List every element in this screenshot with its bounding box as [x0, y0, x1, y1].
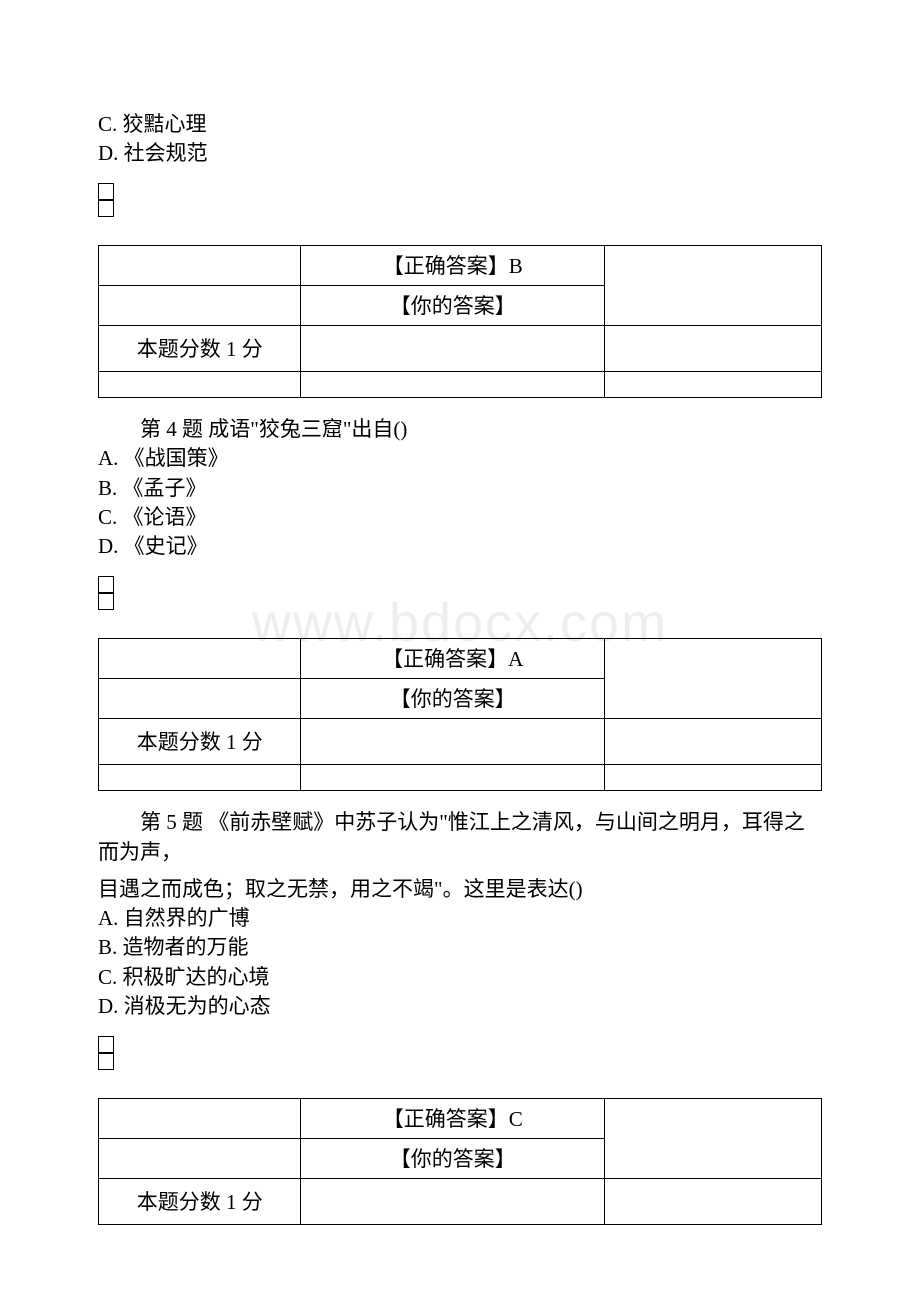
table-cell	[99, 245, 301, 285]
your-answer-cell: 【你的答案】	[301, 678, 605, 718]
table-cell	[301, 1178, 605, 1224]
q4-answer-boxes	[98, 576, 822, 610]
answer-box	[98, 576, 114, 593]
q4-option-a: A. 《战国策》	[98, 444, 822, 473]
correct-answer-cell: 【正确答案】A	[301, 638, 605, 678]
answer-box	[98, 1036, 114, 1053]
table-cell	[605, 371, 822, 397]
q3-option-c: C. 狡黠心理	[98, 110, 822, 139]
table-cell	[301, 371, 605, 397]
q5-answer-boxes	[98, 1036, 822, 1070]
table-cell	[99, 371, 301, 397]
answer-box	[98, 183, 114, 200]
page-content: C. 狡黠心理 D. 社会规范 【正确答案】B 【你的答案】 本题分数 1 分 …	[98, 110, 822, 1225]
answer-box	[98, 593, 114, 610]
table-cell	[605, 1178, 822, 1224]
table-cell	[301, 718, 605, 764]
table-cell	[99, 1138, 301, 1178]
q5-stem-line2: 目遇之而成色；取之无禁，用之不竭"。这里是表达()	[98, 874, 822, 904]
q5-option-c: C. 积极旷达的心境	[98, 963, 822, 992]
table-cell	[99, 1098, 301, 1138]
q3-answer-boxes	[98, 183, 822, 217]
q4-option-b: B. 《孟子》	[98, 474, 822, 503]
q5-option-d: D. 消极无为的心态	[98, 992, 822, 1021]
table-cell	[605, 1098, 822, 1178]
q5-option-b: B. 造物者的万能	[98, 933, 822, 962]
q3-option-d: D. 社会规范	[98, 139, 822, 168]
table-cell	[605, 764, 822, 790]
q4-stem: 第 4 题 成语"狡兔三窟"出自()	[98, 414, 822, 444]
q5-option-a: A. 自然界的广博	[98, 904, 822, 933]
your-answer-cell: 【你的答案】	[301, 285, 605, 325]
table-cell	[301, 764, 605, 790]
q3-answer-table: 【正确答案】B 【你的答案】 本题分数 1 分	[98, 245, 822, 398]
table-cell	[99, 285, 301, 325]
table-cell	[301, 325, 605, 371]
table-cell	[99, 638, 301, 678]
your-answer-cell: 【你的答案】	[301, 1138, 605, 1178]
table-cell	[605, 325, 822, 371]
answer-box	[98, 200, 114, 217]
q5-answer-table: 【正确答案】C 【你的答案】 本题分数 1 分	[98, 1098, 822, 1225]
table-cell	[99, 678, 301, 718]
score-cell: 本题分数 1 分	[99, 718, 301, 764]
correct-answer-cell: 【正确答案】B	[301, 245, 605, 285]
table-cell	[99, 764, 301, 790]
q4-answer-table: 【正确答案】A 【你的答案】 本题分数 1 分	[98, 638, 822, 791]
table-cell	[605, 718, 822, 764]
correct-answer-cell: 【正确答案】C	[301, 1098, 605, 1138]
score-cell: 本题分数 1 分	[99, 325, 301, 371]
answer-box	[98, 1053, 114, 1070]
q4-option-c: C. 《论语》	[98, 503, 822, 532]
table-cell	[605, 638, 822, 718]
score-cell: 本题分数 1 分	[99, 1178, 301, 1224]
table-cell	[605, 245, 822, 325]
q5-stem-line1: 第 5 题 《前赤壁赋》中苏子认为"惟江上之清风，与山间之明月，耳得之而为声，	[98, 807, 822, 868]
q4-option-d: D. 《史记》	[98, 532, 822, 561]
